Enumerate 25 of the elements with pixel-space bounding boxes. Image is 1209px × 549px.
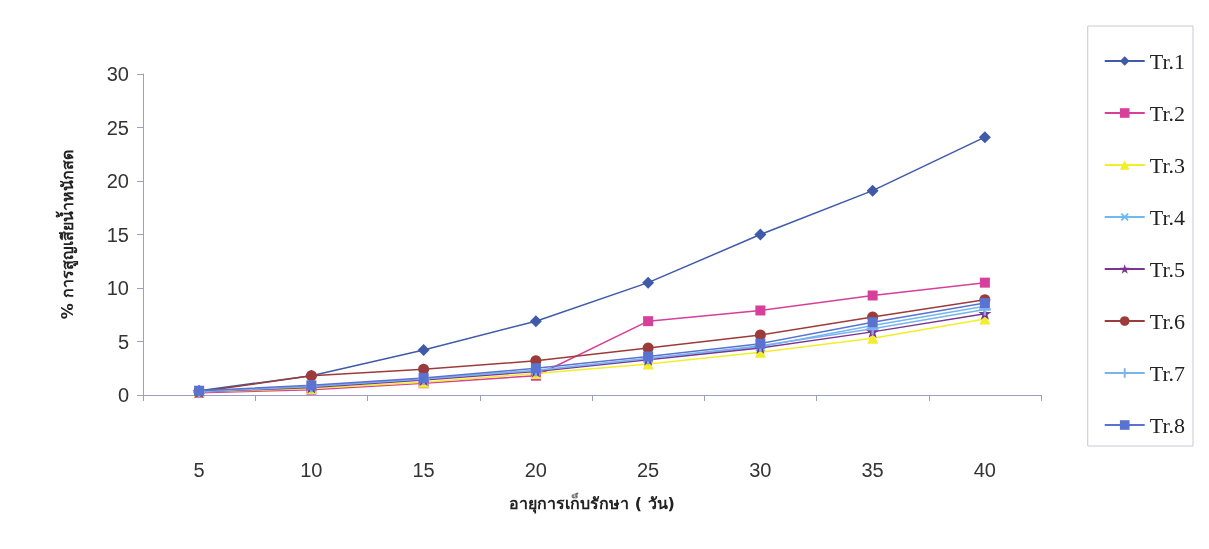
legend-label: Tr.8	[1149, 412, 1185, 438]
legend-label: Tr.3	[1149, 152, 1185, 178]
x-tick-label: 35	[861, 459, 884, 481]
legend-label: Tr.1	[1149, 48, 1185, 74]
y-tick-label: 25	[106, 116, 129, 139]
legend-label: Tr.2	[1149, 100, 1185, 126]
y-tick-label: 10	[106, 277, 129, 299]
x-tick-label: 10	[300, 459, 323, 481]
x-tick-label: 25	[637, 459, 660, 481]
y-tick-label: 20	[106, 170, 129, 192]
y-tick-label: 15	[106, 223, 129, 246]
y-tick-label: 0	[117, 384, 129, 406]
x-tick-label: 30	[749, 459, 772, 481]
x-tick-label: 15	[412, 459, 435, 481]
legend-label: Tr.6	[1149, 308, 1185, 334]
y-axis-title: % การสูญเสียน้ำหนักสด	[54, 149, 79, 320]
legend-label: Tr.5	[1149, 256, 1185, 282]
y-tick-label: 5	[117, 330, 129, 353]
x-tick-label: 40	[973, 459, 996, 481]
legend-label: Tr.4	[1149, 204, 1185, 230]
x-tick-label: 5	[193, 459, 205, 481]
x-tick-label: 20	[524, 459, 547, 481]
y-tick-label: 30	[106, 63, 129, 85]
x-axis-title: อายุการเก็บรักษา ( วัน)	[509, 491, 675, 514]
legend-label: Tr.7	[1149, 360, 1185, 386]
